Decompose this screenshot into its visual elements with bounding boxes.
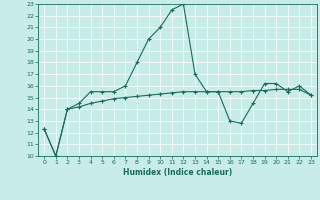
X-axis label: Humidex (Indice chaleur): Humidex (Indice chaleur) [123,168,232,177]
